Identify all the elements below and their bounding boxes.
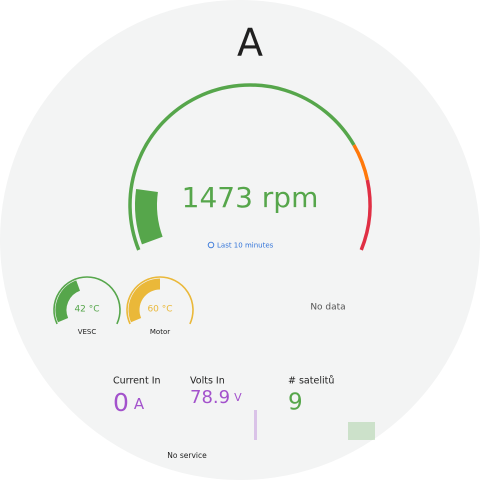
stat-unit: V — [234, 391, 242, 404]
temperature-gauges: 42 °C 60 °C — [53, 276, 194, 325]
gauge-value: 42 °C — [74, 305, 99, 315]
stat-value: 78.9 V — [190, 387, 242, 408]
gauge-label: VESC — [78, 328, 97, 336]
threshold-arc — [126, 276, 194, 325]
status: No service — [167, 451, 207, 460]
threshold-arc — [359, 179, 372, 251]
title: A — [237, 21, 263, 65]
rpm-value: 1473 rpm — [182, 181, 319, 214]
rpm-gauge — [128, 83, 372, 251]
gauge-label: Motor — [150, 328, 170, 336]
stat-label: # satelitů — [288, 376, 334, 387]
clock-icon — [207, 241, 215, 249]
sparkline — [254, 410, 257, 440]
stat-label: Volts In — [190, 376, 225, 387]
gauge-value: 60 °C — [147, 305, 172, 315]
value-arc — [55, 280, 81, 323]
time-range: Last 10 minutes — [207, 241, 274, 250]
time-range-text: Last 10 minutes — [217, 242, 274, 250]
stat-number: 0 — [113, 388, 129, 417]
stat-number: 78.9 — [190, 387, 230, 408]
threshold-arc — [352, 144, 370, 181]
stat-value: 9 — [288, 390, 303, 416]
stat-label: Current In — [113, 376, 161, 387]
value-arc — [135, 188, 163, 245]
value-arc — [128, 278, 161, 323]
threshold-arc — [53, 276, 121, 325]
no-data: No data — [310, 303, 345, 313]
stat-unit: A — [134, 395, 145, 413]
sparkline — [348, 422, 375, 440]
threshold-arc — [128, 83, 356, 251]
